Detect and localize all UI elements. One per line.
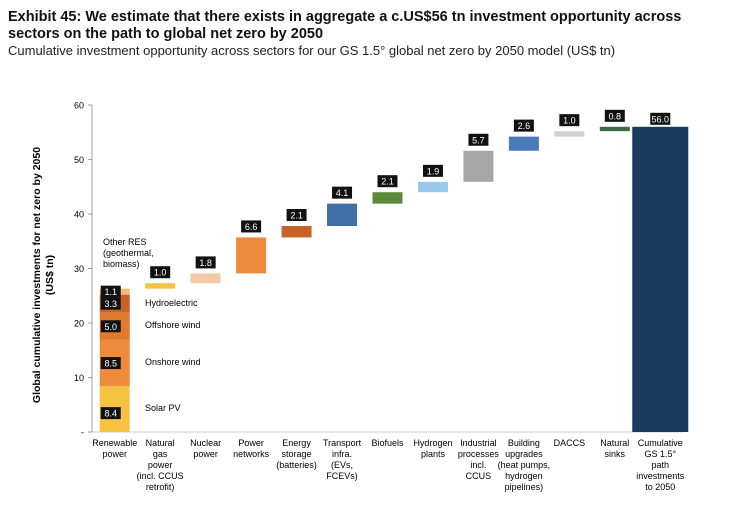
data-label-natural-sinks: 0.8 xyxy=(609,111,622,121)
data-label-renewable-other-res-geothermal-biomass: 1.1 xyxy=(104,287,117,297)
y-tick-label-60: 60 xyxy=(74,101,84,111)
x-tick-label-power-networks: Power networks xyxy=(233,438,270,459)
data-label-natural-gas-power-incl-ccus-retrofit: 1.0 xyxy=(154,268,167,278)
data-label-building-upgrades-heat-pumps-hydrogen-pipelines-box xyxy=(513,119,534,132)
x-tick-label-industrial-processes-incl-ccus: Industrial processes incl. CCUS xyxy=(457,438,499,481)
x-tick-label-nuclear-power: Nuclear power xyxy=(190,438,222,459)
data-label-hydrogen-plants-box xyxy=(422,164,443,177)
data-label-transport-infra-evs-fcevs: 4.1 xyxy=(336,188,349,198)
data-label-industrial-processes-incl-ccus-box xyxy=(468,133,489,146)
exhibit-subtitle: Cumulative investment opportunity across… xyxy=(8,43,616,58)
data-label-natural-sinks-box xyxy=(604,109,625,122)
bar-daccs xyxy=(554,131,585,137)
x-tick-label-hydrogen-plants: Hydrogen plants xyxy=(413,438,453,459)
y-tick-label-10: 10 xyxy=(74,373,84,383)
data-label-biofuels-box xyxy=(377,175,398,188)
bar-industrial-processes-incl-ccus xyxy=(463,150,494,182)
x-tick-label-biofuels: Biofuels xyxy=(371,438,404,448)
segment-name-other-res-geothermal-biomass: Other RES (geothermal, biomass) xyxy=(103,236,154,269)
bar-total xyxy=(632,126,689,433)
y-tick-label-50: 50 xyxy=(74,155,84,165)
data-label-industrial-processes-incl-ccus: 5.7 xyxy=(472,135,485,145)
bar-biofuels xyxy=(372,192,403,204)
x-tick-label-daccs: DACCS xyxy=(553,438,586,448)
y-tick-label-: - xyxy=(81,428,84,438)
y-tick-label-40: 40 xyxy=(74,210,84,220)
data-label-power-networks: 6.6 xyxy=(245,222,258,232)
segment-name-offshore-wind: Offshore wind xyxy=(145,320,201,331)
bar-power-networks xyxy=(236,237,267,274)
y-tick-label-20: 20 xyxy=(74,319,84,329)
bar-energy-storage-batteries xyxy=(281,225,312,238)
data-label-daccs: 1.0 xyxy=(563,116,576,126)
bar-hydrogen-plants xyxy=(417,181,448,193)
segment-name-solar-pv: Solar PV xyxy=(145,403,181,414)
x-tick-label-building-upgrades-heat-pumps-hydrogen-pipelines: Building upgrades (heat pumps, hydrogen … xyxy=(497,438,551,492)
data-label-renewable-offshore-wind-box xyxy=(100,320,121,333)
data-label-total-box xyxy=(650,112,671,125)
data-label-renewable-offshore-wind: 5.0 xyxy=(104,322,117,332)
bar-natural-sinks xyxy=(599,126,630,132)
x-tick-label-natural-gas-power-incl-ccus-retrofit: Natural gas power (incl. CCUS retrofit) xyxy=(136,438,184,492)
data-label-renewable-onshore-wind: 8.5 xyxy=(104,359,117,369)
x-tick-label-natural-sinks: Natural sinks xyxy=(600,438,630,459)
x-tick-label-cumulative-gs-1-5-path-investments-to-2050: Cumulative GS 1.5° path investments to 2… xyxy=(636,438,685,492)
data-label-building-upgrades-heat-pumps-hydrogen-pipelines: 2.6 xyxy=(518,121,531,131)
y-axis-label: Global cumulative investments for net ze… xyxy=(31,146,56,404)
data-label-renewable-hydroelectric-box xyxy=(100,297,121,310)
data-label-transport-infra-evs-fcevs-box xyxy=(332,186,353,199)
data-label-nuclear-power: 1.8 xyxy=(199,258,212,268)
data-label-renewable-solar-pv-box xyxy=(100,407,121,420)
data-label-nuclear-power-box xyxy=(195,256,216,269)
bar-building-upgrades-heat-pumps-hydrogen-pipelines xyxy=(508,136,539,151)
x-tick-label-energy-storage-batteries: Energy storage (batteries) xyxy=(276,438,317,470)
segment-name-hydroelectric: Hydroelectric xyxy=(145,297,198,308)
data-label-renewable-other-res-geothermal-biomass-box xyxy=(100,285,121,298)
data-label-energy-storage-batteries: 2.1 xyxy=(290,210,303,220)
segment-name-onshore-wind: Onshore wind xyxy=(145,357,201,368)
y-tick-label-30: 30 xyxy=(74,264,84,274)
data-label-hydrogen-plants: 1.9 xyxy=(427,166,440,176)
x-tick-label-transport-infra-evs-fcevs: Transport infra. (EVs, FCEVs) xyxy=(322,438,362,481)
data-label-power-networks-box xyxy=(241,220,262,233)
x-tick-label-renewable-power: Renewable power xyxy=(92,438,138,459)
data-label-renewable-hydroelectric: 3.3 xyxy=(104,299,117,309)
data-label-daccs-box xyxy=(559,114,580,127)
data-label-renewable-solar-pv: 8.4 xyxy=(104,409,117,419)
data-label-renewable-onshore-wind-box xyxy=(100,357,121,370)
data-label-total: 56.0 xyxy=(652,114,670,124)
bar-natural-gas-power-incl-ccus-retrofit xyxy=(145,283,176,289)
data-label-energy-storage-batteries-box xyxy=(286,208,307,221)
exhibit-title: Exhibit 45: We estimate that there exist… xyxy=(8,9,682,42)
data-label-natural-gas-power-incl-ccus-retrofit-box xyxy=(150,266,171,279)
bar-transport-infra-evs-fcevs xyxy=(327,203,358,226)
bar-nuclear-power xyxy=(190,273,221,284)
data-label-biofuels: 2.1 xyxy=(381,177,394,187)
